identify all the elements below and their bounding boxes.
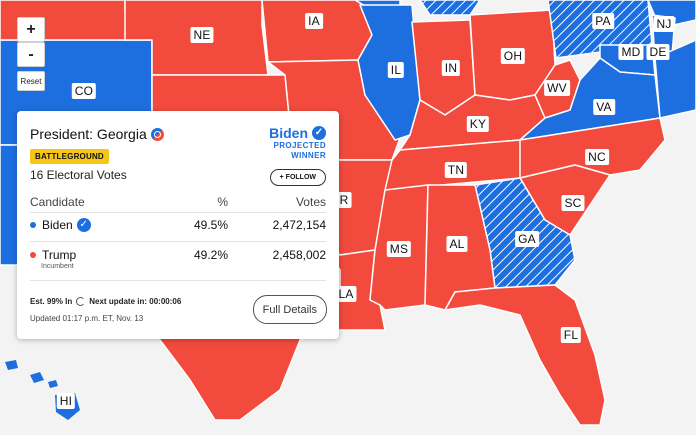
candidate-row-biden[interactable]: Biden ✓ 49.5% 2,472,154: [30, 212, 326, 242]
state-label-il: IL: [387, 62, 405, 78]
next-update: Next update in: 00:00:06: [89, 297, 182, 306]
biden-color-dot: [30, 222, 36, 228]
winner-name-row: Biden ✓: [269, 125, 326, 141]
state-label-pa: PA: [592, 13, 614, 29]
follow-button[interactable]: + FOLLOW: [269, 169, 326, 186]
state-label-hi: HI: [56, 393, 76, 409]
race-card: President: Georgia BATTLEGROUND 16 Elect…: [17, 111, 339, 339]
candidate-row-trump[interactable]: Trump Incumbent 49.2% 2,458,002: [30, 242, 326, 281]
state-label-tn: TN: [444, 162, 468, 178]
state-hi[interactable]: [5, 360, 80, 420]
battleground-badge: BATTLEGROUND: [30, 149, 109, 164]
refresh-icon: [76, 297, 86, 306]
state-label-ms: MS: [386, 241, 412, 257]
trump-color-dot: [30, 252, 36, 258]
winner-label: WINNER: [291, 151, 326, 160]
state-label-co: CO: [71, 83, 97, 99]
candidate-name: Biden: [42, 218, 73, 232]
winner-check-icon: ✓: [76, 218, 91, 232]
projected-label: PROJECTED: [273, 141, 326, 150]
estimate-in: Est. 99% In: [30, 297, 73, 306]
candidate-percent: 49.2%: [193, 248, 228, 262]
state-label-md: MD: [618, 44, 644, 60]
electoral-votes: 16 Electoral Votes: [30, 168, 127, 182]
results-header: Candidate % Votes: [30, 195, 326, 213]
state-label-ga: GA: [515, 231, 539, 247]
winner-name: Biden: [269, 125, 308, 141]
candidate-votes: 2,472,154: [272, 218, 326, 232]
winner-block: Biden ✓ PROJECTED WINNER: [269, 125, 326, 161]
check-icon: ✓: [312, 126, 326, 140]
state-label-nc: NC: [585, 149, 609, 165]
zoom-in-button[interactable]: +: [17, 17, 45, 42]
state-label-ia: IA: [305, 13, 323, 29]
col-percent: %: [217, 195, 228, 209]
state-label-ky: KY: [466, 116, 490, 132]
state-label-de: DE: [646, 44, 670, 60]
state-ia[interactable]: [261, 0, 373, 63]
updated-time: Updated 01:17 p.m. ET, Nov. 13: [30, 314, 144, 323]
state-label-ar-partial: R: [336, 192, 352, 208]
reset-button[interactable]: Reset: [17, 71, 45, 91]
state-label-fl: FL: [560, 327, 582, 343]
candidate-name: Trump: [42, 248, 77, 262]
state-fl[interactable]: [444, 284, 606, 426]
state-label-va: VA: [593, 99, 615, 115]
state-label-la-partial: LA: [335, 286, 357, 302]
state-label-al: AL: [446, 236, 468, 252]
state-label-sc: SC: [561, 195, 585, 211]
state-label-nj: NJ: [653, 16, 675, 32]
candidate-name-cell: Trump: [30, 248, 76, 262]
col-candidate: Candidate: [30, 195, 85, 209]
zoom-out-button[interactable]: -: [17, 42, 45, 67]
race-title-row: President: Georgia: [30, 126, 164, 142]
col-votes: Votes: [295, 195, 326, 209]
candidate-name-cell: Biden ✓: [30, 218, 91, 232]
state-label-in: IN: [441, 60, 461, 76]
state-label-oh: OH: [500, 48, 526, 64]
estimate-row: Est. 99% In Next update in: 00:00:06: [30, 297, 181, 306]
race-title: President: Georgia: [30, 126, 147, 142]
state-label-ne: NE: [190, 27, 214, 43]
state-mi-top[interactable]: [419, 0, 481, 16]
candidate-percent: 49.5%: [193, 218, 228, 232]
full-details-button[interactable]: Full Details: [252, 295, 327, 324]
incumbent-label: Incumbent: [41, 263, 74, 270]
state-label-wv: WV: [544, 80, 570, 96]
flip-icon: [150, 127, 164, 141]
candidate-votes: 2,458,002: [272, 248, 326, 262]
